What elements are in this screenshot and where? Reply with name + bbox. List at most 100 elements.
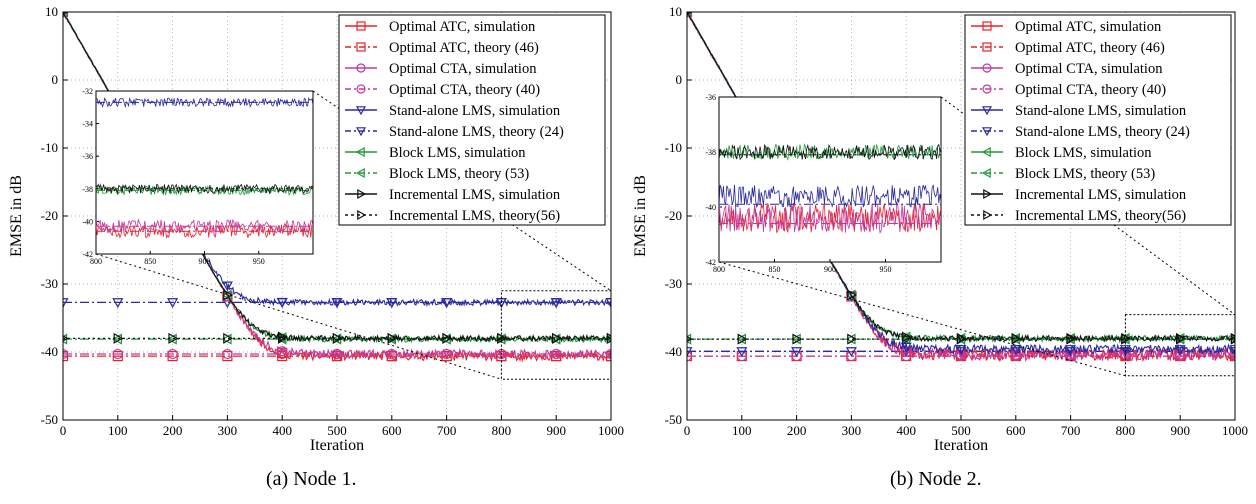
legend-label: Block LMS, simulation (389, 145, 526, 161)
series-marker (1011, 332, 1022, 344)
legend-marker (981, 146, 991, 158)
axes-frame (686, 11, 1236, 421)
series-marker (900, 342, 912, 353)
legend-label: Incremental LMS, theory(56) (389, 208, 560, 224)
legend-box (338, 14, 606, 226)
legend-label: Stand-alone LMS, simulation (389, 103, 561, 119)
x-axis-label: Iteration (310, 437, 364, 454)
series-marker (792, 333, 803, 345)
legend-label: Optimal CTA, theory (40) (389, 82, 540, 98)
legend-label: Optimal ATC, theory (46) (1015, 40, 1165, 56)
series-marker (791, 347, 803, 358)
inset-x-tick-label: 850 (144, 257, 156, 266)
series-marker (113, 332, 124, 344)
legend-marker (355, 167, 365, 179)
legend-marker (981, 127, 993, 137)
x-tick-label: 900 (546, 423, 566, 438)
series-marker (737, 333, 748, 345)
x-tick-label: 100 (732, 423, 752, 438)
inset-series-line (719, 203, 941, 234)
legend-marker (981, 106, 993, 116)
y-tick-label: -40 (665, 344, 682, 359)
legend-label: Incremental LMS, simulation (389, 187, 561, 203)
series-marker (551, 348, 562, 360)
x-tick-label: 800 (492, 423, 512, 438)
inset-panel: 800 850 900 950 -32 -34 -36 -38 -40 -42 (82, 87, 314, 266)
legend-label: Optimal ATC, theory (46) (389, 40, 539, 56)
series-marker (1066, 332, 1077, 344)
series-marker (736, 347, 748, 358)
legend-label: Optimal ATC, simulation (389, 19, 536, 35)
y-tick-label: -30 (665, 276, 682, 291)
series-marker (1175, 332, 1186, 344)
x-tick-label: 100 (108, 423, 128, 438)
legend-label: Block LMS, theory (53) (1015, 166, 1155, 182)
caption-node-2: (b) Node 2. (890, 468, 982, 490)
series-marker (441, 348, 452, 360)
legend-entry: Block LMS, simulation (971, 145, 1152, 161)
inset-y-tick-label: -32 (82, 87, 93, 96)
inset-x-tick-label: 950 (253, 257, 265, 266)
series-marker (1229, 349, 1235, 360)
legend-label: Optimal CTA, theory (40) (1015, 82, 1166, 98)
x-tick-label: 200 (163, 423, 183, 438)
series-marker (1065, 345, 1077, 356)
legend-entry: Optimal ATC, theory (46) (345, 40, 539, 56)
legend-marker (982, 63, 992, 73)
y-axis-label: EMSE in dB (8, 175, 25, 257)
series-marker (847, 333, 858, 345)
series-marker (331, 348, 343, 360)
y-tick-label: -20 (665, 208, 682, 223)
legend-marker (356, 63, 366, 73)
inset-y-tick-label: -42 (705, 258, 716, 267)
x-tick-label: 700 (1061, 423, 1081, 438)
legend-entry: Optimal ATC, simulation (345, 19, 536, 35)
legend-entry: Incremental LMS, simulation (345, 187, 561, 203)
series-marker (1230, 332, 1235, 344)
series-marker (551, 332, 562, 344)
legend: Optimal ATC, simulation Optimal ATC, theo… (338, 14, 606, 226)
series-marker (605, 298, 611, 309)
series-marker (386, 348, 397, 360)
series-marker (221, 298, 233, 309)
legend-entry: Incremental LMS, simulation (971, 187, 1187, 203)
y-tick-label: -50 (665, 412, 682, 427)
legend-marker (982, 84, 992, 94)
series-marker (167, 298, 179, 309)
x-tick-label: 700 (437, 423, 457, 438)
series-marker (222, 348, 233, 360)
inset-y-tick-label: -40 (82, 217, 93, 226)
legend-entry: Optimal CTA, simulation (345, 61, 537, 77)
inset-x-tick-label: 900 (824, 265, 836, 274)
series-marker (223, 289, 234, 301)
series-marker (223, 332, 234, 344)
legend-marker (355, 146, 365, 158)
x-tick-label: 0 (684, 423, 691, 438)
legend-label: Block LMS, simulation (1015, 145, 1152, 161)
legend-marker (357, 209, 367, 221)
x-tick-label: 900 (1170, 423, 1190, 438)
series-marker (845, 347, 857, 358)
legend-marker (982, 42, 992, 52)
series-marker (331, 298, 343, 309)
chart-1: 0 100 200 300 400 500 600 700 800 900 1000100-10-2… (8, 4, 624, 454)
legend-marker (355, 127, 367, 137)
y-axis-label: EMSE in dB (632, 175, 649, 257)
legend-entry: Block LMS, simulation (345, 145, 526, 161)
x-tick-label: 500 (951, 423, 971, 438)
inset-x-tick-label: 850 (769, 265, 781, 274)
x-tick-label: 1000 (598, 423, 624, 438)
series-marker (63, 348, 69, 360)
zoom-source-box (500, 290, 612, 380)
series-marker (606, 332, 611, 344)
series-marker (63, 298, 69, 309)
inset-y-tick-label: -38 (705, 148, 716, 157)
legend-entry: Block LMS, theory (53) (971, 166, 1155, 182)
series-marker (168, 332, 179, 344)
legend: Optimal ATC, simulation Optimal ATC, theo… (964, 14, 1232, 226)
series-marker (956, 332, 967, 344)
zoom-source-box (1124, 314, 1236, 377)
series-marker (386, 298, 398, 309)
legend-label: Stand-alone LMS, theory (24) (389, 124, 564, 140)
series-marker (1119, 345, 1131, 356)
